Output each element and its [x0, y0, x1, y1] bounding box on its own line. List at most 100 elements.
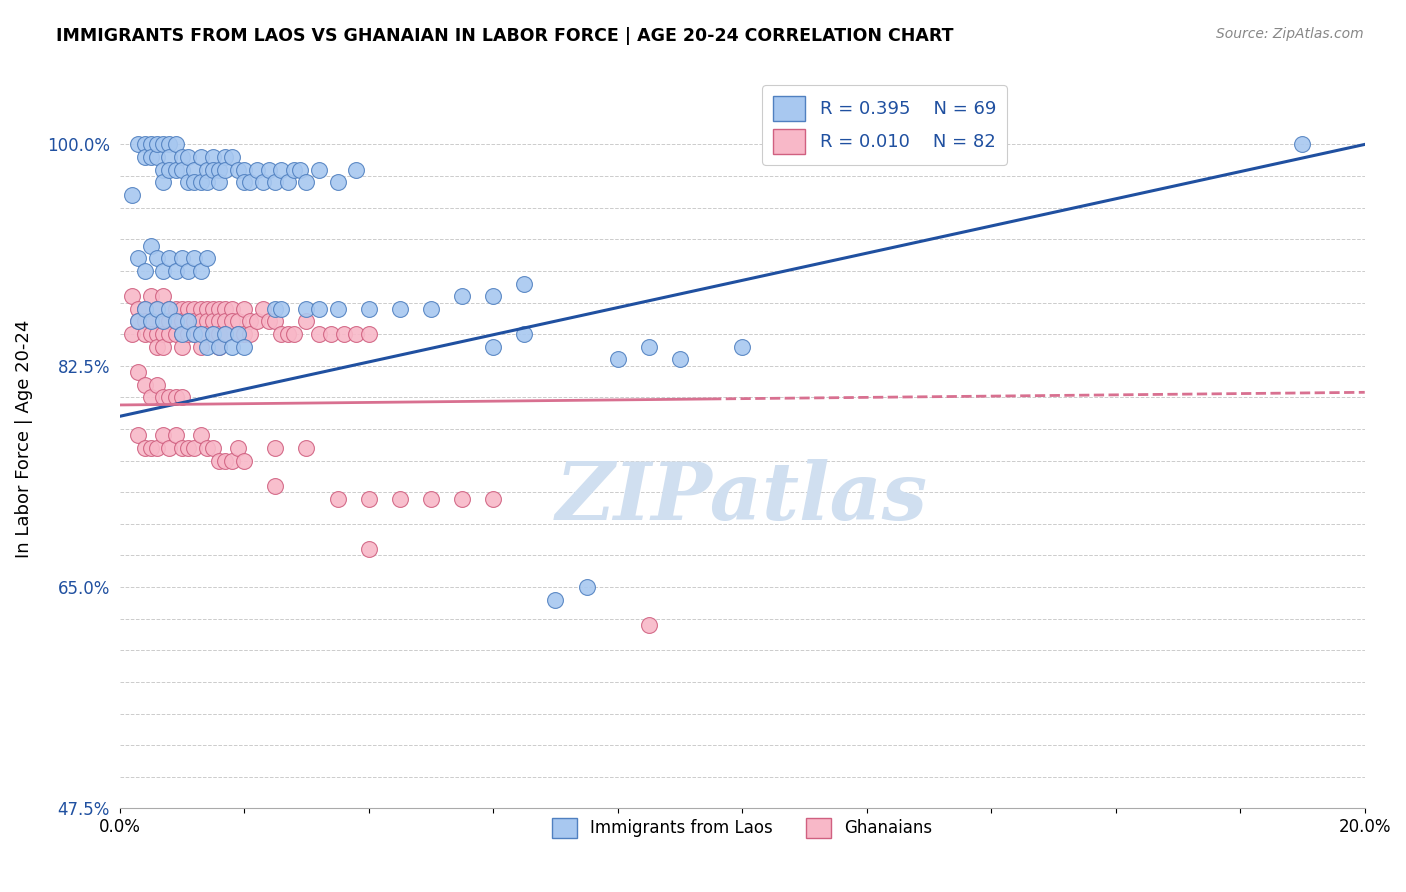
- Point: [357, 542, 380, 557]
- Point: [208, 162, 231, 177]
- Point: [357, 301, 380, 316]
- Point: [482, 340, 505, 354]
- Point: [127, 137, 149, 152]
- Point: [669, 352, 692, 367]
- Point: [283, 162, 305, 177]
- Point: [283, 327, 305, 342]
- Point: [165, 428, 187, 442]
- Point: [214, 327, 236, 342]
- Point: [277, 327, 299, 342]
- Point: [183, 252, 205, 266]
- Point: [270, 301, 292, 316]
- Point: [233, 340, 256, 354]
- Point: [201, 327, 224, 342]
- Point: [146, 137, 169, 152]
- Point: [226, 327, 249, 342]
- Point: [344, 327, 367, 342]
- Point: [214, 301, 236, 316]
- Point: [252, 301, 274, 316]
- Point: [134, 441, 156, 455]
- Point: [637, 618, 659, 632]
- Point: [482, 491, 505, 506]
- Point: [139, 314, 162, 328]
- Point: [134, 264, 156, 278]
- Point: [152, 175, 174, 189]
- Point: [214, 150, 236, 164]
- Point: [332, 327, 354, 342]
- Point: [134, 314, 156, 328]
- Point: [165, 327, 187, 342]
- Point: [195, 441, 218, 455]
- Point: [264, 314, 287, 328]
- Point: [201, 162, 224, 177]
- Point: [201, 301, 224, 316]
- Point: [221, 340, 243, 354]
- Point: [208, 453, 231, 467]
- Point: [152, 390, 174, 404]
- Point: [233, 175, 256, 189]
- Point: [731, 340, 754, 354]
- Point: [146, 377, 169, 392]
- Point: [195, 162, 218, 177]
- Point: [264, 441, 287, 455]
- Point: [295, 441, 318, 455]
- Point: [170, 390, 193, 404]
- Point: [177, 441, 200, 455]
- Point: [270, 327, 292, 342]
- Point: [245, 162, 267, 177]
- Point: [208, 340, 231, 354]
- Point: [177, 314, 200, 328]
- Point: [183, 314, 205, 328]
- Point: [152, 340, 174, 354]
- Point: [177, 301, 200, 316]
- Point: [277, 175, 299, 189]
- Point: [165, 314, 187, 328]
- Point: [152, 264, 174, 278]
- Point: [177, 150, 200, 164]
- Point: [451, 289, 474, 303]
- Point: [195, 340, 218, 354]
- Point: [157, 137, 180, 152]
- Point: [139, 150, 162, 164]
- Point: [183, 175, 205, 189]
- Point: [513, 327, 536, 342]
- Point: [264, 479, 287, 493]
- Point: [157, 314, 180, 328]
- Point: [165, 137, 187, 152]
- Point: [221, 314, 243, 328]
- Point: [177, 175, 200, 189]
- Point: [252, 175, 274, 189]
- Point: [134, 327, 156, 342]
- Point: [139, 289, 162, 303]
- Point: [270, 162, 292, 177]
- Point: [146, 327, 169, 342]
- Point: [388, 301, 411, 316]
- Point: [165, 264, 187, 278]
- Point: [177, 264, 200, 278]
- Point: [134, 377, 156, 392]
- Point: [146, 252, 169, 266]
- Point: [357, 491, 380, 506]
- Point: [239, 314, 262, 328]
- Point: [152, 428, 174, 442]
- Point: [637, 340, 659, 354]
- Point: [152, 314, 174, 328]
- Point: [146, 441, 169, 455]
- Point: [195, 301, 218, 316]
- Point: [170, 327, 193, 342]
- Point: [139, 137, 162, 152]
- Point: [157, 301, 180, 316]
- Point: [419, 491, 441, 506]
- Text: IMMIGRANTS FROM LAOS VS GHANAIAN IN LABOR FORCE | AGE 20-24 CORRELATION CHART: IMMIGRANTS FROM LAOS VS GHANAIAN IN LABO…: [56, 27, 953, 45]
- Point: [165, 314, 187, 328]
- Point: [451, 491, 474, 506]
- Point: [170, 301, 193, 316]
- Point: [201, 150, 224, 164]
- Point: [233, 301, 256, 316]
- Point: [221, 453, 243, 467]
- Point: [824, 137, 846, 152]
- Point: [190, 314, 212, 328]
- Point: [183, 441, 205, 455]
- Point: [308, 327, 330, 342]
- Point: [257, 314, 280, 328]
